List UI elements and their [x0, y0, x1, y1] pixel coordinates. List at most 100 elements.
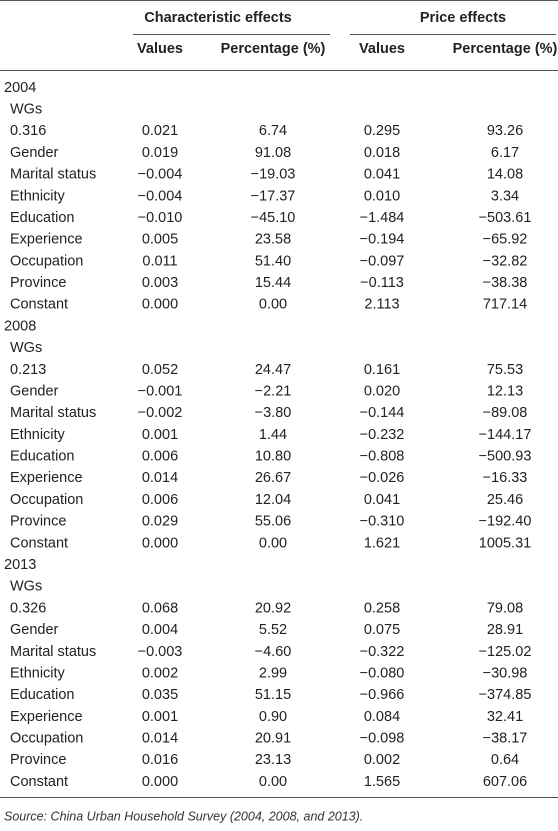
cell: 10.80: [255, 449, 291, 465]
row-label: Occupation: [10, 253, 83, 269]
row-label: 0.213: [10, 362, 46, 378]
cell: 32.41: [487, 709, 523, 725]
cell: 0.041: [364, 167, 400, 183]
cell: −0.322: [360, 644, 405, 660]
cell: 14.08: [487, 167, 523, 183]
row-label: Ethnicity: [10, 427, 66, 443]
cell: 0.006: [142, 492, 178, 508]
cell: −0.310: [360, 514, 405, 530]
row-label: Province: [10, 752, 66, 768]
cell: −0.144: [360, 405, 405, 421]
row-label: Province: [10, 514, 66, 530]
cell: 28.91: [487, 622, 523, 638]
cell: 0.005: [142, 232, 178, 248]
cell: −0.113: [360, 275, 404, 291]
cell: −1.484: [360, 210, 405, 226]
subheader: WGs: [10, 102, 42, 118]
cell: 0.006: [142, 449, 178, 465]
cell: −0.966: [360, 687, 405, 703]
cell: −89.08: [483, 405, 528, 421]
cell: 717.14: [483, 297, 527, 313]
subheader: WGs: [10, 579, 42, 595]
group-header: Price effects: [420, 10, 506, 26]
cell: 0.075: [364, 622, 400, 638]
cell: 93.26: [487, 123, 523, 139]
cell: −144.17: [479, 427, 532, 443]
cell: 0.029: [142, 514, 178, 530]
cell: 0.014: [142, 731, 178, 747]
cell: 0.004: [142, 622, 178, 638]
row-label: Experience: [10, 470, 83, 486]
cell: 607.06: [483, 774, 527, 790]
cell: −0.002: [138, 405, 183, 421]
cell: 1005.31: [479, 535, 531, 551]
cell: 2.113: [364, 297, 399, 313]
cell: −0.001: [138, 383, 183, 399]
cell: 75.53: [487, 362, 523, 378]
column-header: Percentage (%): [453, 41, 558, 57]
cell: 0.010: [364, 188, 400, 204]
cell: 1.44: [259, 427, 287, 443]
cell: 79.08: [487, 600, 523, 616]
subheader: WGs: [10, 340, 42, 356]
cell: 24.47: [255, 362, 291, 378]
cell: 3.34: [491, 188, 519, 204]
cell: 0.00: [259, 535, 287, 551]
cell: 0.64: [491, 752, 519, 768]
cell: 0.019: [142, 145, 178, 161]
cell: 0.020: [364, 383, 400, 399]
row-label: Marital status: [10, 644, 96, 660]
cell: −0.808: [360, 449, 405, 465]
cell: 0.002: [364, 752, 400, 768]
column-header: Values: [359, 41, 405, 57]
row-label: Education: [10, 687, 75, 703]
cell: 55.06: [255, 514, 291, 530]
cell: −19.03: [251, 167, 296, 183]
cell: −374.85: [479, 687, 532, 703]
cell: −2.21: [255, 383, 292, 399]
cell: 0.90: [259, 709, 287, 725]
cell: 0.021: [142, 123, 178, 139]
cell: −38.38: [483, 275, 528, 291]
cell: 0.258: [364, 600, 400, 616]
cell: 0.001: [142, 709, 178, 725]
row-label: Ethnicity: [10, 665, 66, 681]
group-header: Characteristic effects: [144, 10, 292, 26]
cell: −45.10: [251, 210, 296, 226]
cell: 1.621: [364, 535, 400, 551]
cell: 6.17: [491, 145, 519, 161]
row-label: Education: [10, 210, 75, 226]
row-label: Ethnicity: [10, 188, 66, 204]
cell: 0.001: [142, 427, 178, 443]
cell: −38.17: [483, 731, 528, 747]
cell: 2.99: [259, 665, 287, 681]
cell: 12.13: [487, 383, 523, 399]
cell: 0.000: [142, 535, 178, 551]
cell: −0.080: [360, 665, 405, 681]
row-label: Gender: [10, 383, 59, 399]
cell: −4.60: [255, 644, 292, 660]
cell: 26.67: [255, 470, 291, 486]
cell: −0.232: [360, 427, 405, 443]
cell: −0.004: [138, 167, 183, 183]
cell: 20.92: [255, 600, 291, 616]
cell: 0.003: [142, 275, 178, 291]
row-label: Education: [10, 449, 75, 465]
cell: 23.58: [255, 232, 291, 248]
row-label: 0.326: [10, 600, 46, 616]
cell: 6.74: [259, 123, 287, 139]
cell: −0.010: [138, 210, 183, 226]
year-label: 2008: [4, 318, 36, 334]
year-label: 2004: [4, 80, 36, 96]
row-label: Province: [10, 275, 66, 291]
column-header: Values: [137, 41, 183, 57]
row-label: 0.316: [10, 123, 46, 139]
cell: 0.002: [142, 665, 178, 681]
cell: −0.026: [360, 470, 405, 486]
cell: −500.93: [479, 449, 532, 465]
cell: −0.003: [138, 644, 183, 660]
cell: −32.82: [483, 253, 528, 269]
cell: 0.068: [142, 600, 178, 616]
cell: 0.000: [142, 774, 178, 790]
